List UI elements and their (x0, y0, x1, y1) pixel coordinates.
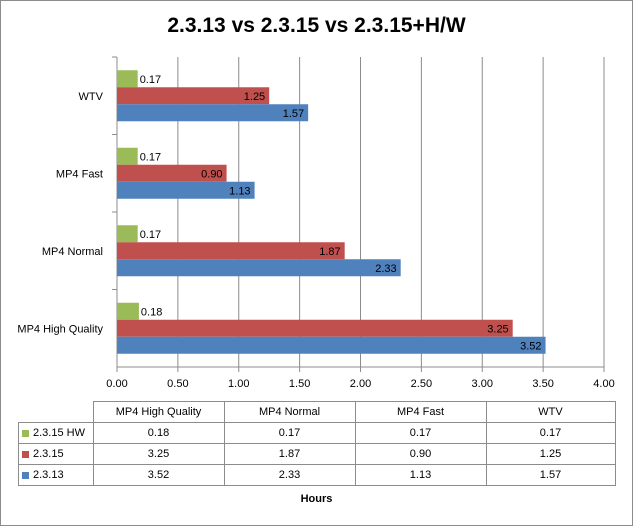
legend-swatch (22, 429, 29, 437)
bar (117, 164, 227, 182)
bar (117, 225, 138, 243)
data-label: 1.13 (229, 185, 250, 197)
data-table-cell: 3.52 (92, 464, 225, 486)
data-table-col-header: MP4 Normal (223, 401, 356, 423)
data-table-cell: 1.13 (354, 464, 487, 486)
data-label: 3.52 (520, 340, 541, 352)
data-label: 1.87 (319, 246, 340, 258)
data-table-cell: 2.33 (223, 464, 356, 486)
bar (117, 87, 270, 105)
data-label: 2.33 (375, 263, 396, 275)
data-table-row-header: 2.3.15 (18, 443, 94, 465)
x-tick-label: 1.00 (228, 378, 249, 390)
y-category-label: MP4 High Quality (17, 323, 103, 335)
data-table-header-row: MP4 High Quality MP4 Normal MP4 Fast WTV (18, 401, 616, 423)
legend-swatch (22, 471, 29, 479)
x-tick-label: 0.00 (106, 378, 127, 390)
data-table-cell: 0.18 (92, 422, 225, 444)
data-table-cell: 0.17 (485, 422, 616, 444)
series-name: 2.3.13 (33, 469, 64, 481)
data-table-cell: 1.25 (485, 443, 616, 465)
data-table-corner (18, 401, 94, 423)
data-table-cell: 0.90 (354, 443, 487, 465)
x-tick-label: 4.00 (593, 378, 614, 390)
x-tick-label: 3.00 (472, 378, 493, 390)
data-table-row: 2.3.15 HW 0.18 0.17 0.17 0.17 (18, 422, 616, 444)
series-name: 2.3.15 HW (33, 427, 85, 439)
data-label: 0.17 (140, 151, 161, 163)
x-tick-label: 1.50 (289, 378, 310, 390)
data-table-cell: 0.17 (354, 422, 487, 444)
y-category-label: MP4 Fast (56, 168, 103, 180)
data-label: 0.90 (201, 168, 222, 180)
bar (117, 147, 138, 165)
chart-title: 2.3.13 vs 2.3.15 vs 2.3.15+H/W (167, 14, 466, 37)
data-label: 1.57 (283, 108, 304, 120)
data-table-row-header: 2.3.13 (18, 464, 94, 486)
bar (117, 259, 401, 277)
data-table-cell: 0.17 (223, 422, 356, 444)
data-label: 0.17 (140, 229, 161, 241)
legend-swatch (22, 450, 29, 458)
bar (117, 302, 139, 320)
bar (117, 319, 513, 337)
data-table-cell: 1.87 (223, 443, 356, 465)
data-table-row-header: 2.3.15 HW (18, 422, 94, 444)
y-category-label: MP4 Normal (42, 246, 103, 258)
x-axis-title: Hours (300, 493, 333, 505)
series-name: 2.3.15 (33, 448, 64, 460)
data-table-col-header: MP4 High Quality (92, 401, 225, 423)
data-table-row: 2.3.13 3.52 2.33 1.13 1.57 (18, 464, 616, 486)
x-tick-label: 2.00 (350, 378, 371, 390)
data-table: MP4 High Quality MP4 Normal MP4 Fast WTV… (18, 401, 616, 486)
bar (117, 70, 138, 88)
data-label: 1.25 (244, 91, 265, 103)
data-label: 0.18 (141, 306, 162, 318)
data-table-cell: 1.57 (485, 464, 616, 486)
data-table-row: 2.3.15 3.25 1.87 0.90 1.25 (18, 443, 616, 465)
y-category-label: WTV (79, 91, 104, 103)
data-table-col-header: MP4 Fast (354, 401, 487, 423)
x-tick-label: 3.50 (532, 378, 553, 390)
bar (117, 242, 345, 260)
bar (117, 336, 546, 354)
x-tick-label: 2.50 (411, 378, 432, 390)
data-table-cell: 3.25 (92, 443, 225, 465)
bar (117, 181, 255, 199)
data-label: 0.17 (140, 74, 161, 86)
x-tick-label: 0.50 (167, 378, 188, 390)
data-table-col-header: WTV (485, 401, 616, 423)
data-label: 3.25 (487, 323, 508, 335)
bar (117, 104, 309, 122)
